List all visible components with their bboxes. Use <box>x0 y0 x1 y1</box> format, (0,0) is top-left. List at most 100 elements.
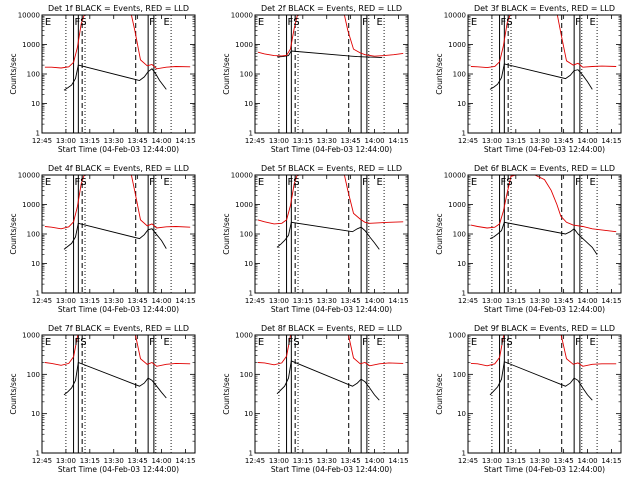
panel-det-8: Det 8f BLACK = Events, RED = LLD 12:45 13:… <box>222 324 409 474</box>
phase-label: E <box>376 17 382 28</box>
x-tick-label: 13:00 <box>56 457 76 465</box>
events-series-line <box>489 63 593 90</box>
x-axis-label: Start Time (04-Feb-03 12:44:00) <box>484 305 605 314</box>
x-tick-label: 13:15 <box>506 297 526 305</box>
x-tick-label: 13:15 <box>506 137 526 145</box>
y-axis-label: Counts/sec <box>9 373 18 414</box>
y-axis-label: Counts/sec <box>9 213 18 254</box>
phase-label: F <box>362 337 368 348</box>
plot-frame <box>41 14 196 134</box>
x-tick-label: 12:45 <box>458 137 478 145</box>
phase-label: F <box>501 17 507 28</box>
phase-label: F <box>575 177 581 188</box>
x-tick-label: 12:45 <box>458 297 478 305</box>
y-tick-label: 10000 <box>18 172 40 180</box>
y-tick-label: 1000 <box>22 332 40 340</box>
phase-label: E <box>589 177 595 188</box>
phase-label: E <box>376 337 382 348</box>
plot-frame <box>41 174 196 294</box>
panel-title: Det 6f BLACK = Events, RED = LLD <box>474 164 615 173</box>
phase-label: E <box>258 337 264 348</box>
x-tick-label: 12:45 <box>245 297 265 305</box>
y-tick-label: 10000 <box>18 12 40 20</box>
x-axis-label: Start Time (04-Feb-03 12:44:00) <box>271 465 392 474</box>
x-tick-label: 13:00 <box>56 297 76 305</box>
phase-label: S <box>506 337 512 348</box>
y-tick-label: 10 <box>244 410 253 418</box>
x-tick-label: 13:15 <box>293 457 313 465</box>
panel-det-6: Det 6f BLACK = Events, RED = LLD 12:45 13:… <box>435 164 622 314</box>
phase-label: E <box>589 17 595 28</box>
x-tick-label: 13:30 <box>104 457 124 465</box>
x-tick-label: 13:45 <box>128 457 148 465</box>
plot-frame <box>467 334 622 454</box>
x-axis-label: Start Time (04-Feb-03 12:44:00) <box>58 465 179 474</box>
lld-series-line <box>257 175 404 225</box>
x-tick-label: 13:00 <box>269 297 289 305</box>
x-tick-label: 13:30 <box>530 137 550 145</box>
phase-label: S <box>506 177 512 188</box>
panel-det-3: Det 3f BLACK = Events, RED = LLD 12:45 13:… <box>435 4 622 154</box>
y-tick-label: 1 <box>249 450 253 458</box>
y-tick-label: 1 <box>462 290 466 298</box>
lld-series-line <box>44 335 191 367</box>
phase-label: F <box>501 177 507 188</box>
x-axis-label: Start Time (04-Feb-03 12:44:00) <box>484 145 605 154</box>
phase-label: F <box>288 17 294 28</box>
phase-label: E <box>163 177 169 188</box>
phase-label: S <box>506 17 512 28</box>
phase-label: F <box>149 337 155 348</box>
x-tick-label: 13:30 <box>530 457 550 465</box>
x-axis-label: Start Time (04-Feb-03 12:44:00) <box>484 465 605 474</box>
x-tick-label: 14:15 <box>601 137 621 145</box>
y-axis-label: Counts/sec <box>222 213 231 254</box>
x-tick-label: 13:45 <box>128 297 148 305</box>
x-tick-label: 14:00 <box>577 457 597 465</box>
x-tick-label: 13:15 <box>80 457 100 465</box>
x-axis-label: Start Time (04-Feb-03 12:44:00) <box>58 305 179 314</box>
y-tick-label: 10 <box>31 260 40 268</box>
x-tick-label: 13:15 <box>80 297 100 305</box>
x-axis-label: Start Time (04-Feb-03 12:44:00) <box>58 145 179 154</box>
x-tick-label: 14:00 <box>577 297 597 305</box>
lld-series-line <box>257 335 404 367</box>
y-tick-label: 10 <box>457 100 466 108</box>
phase-label: F <box>75 337 81 348</box>
lld-series-line <box>44 175 191 230</box>
x-tick-label: 14:00 <box>151 137 171 145</box>
y-axis-label: Counts/sec <box>222 53 231 94</box>
phase-label: F <box>575 17 581 28</box>
x-tick-label: 13:30 <box>104 137 124 145</box>
phase-label: E <box>471 177 477 188</box>
y-tick-label: 1000 <box>448 201 466 209</box>
plot-frame <box>467 174 622 294</box>
lld-series-line <box>257 15 404 57</box>
x-tick-label: 14:15 <box>388 457 408 465</box>
x-tick-label: 13:00 <box>56 137 76 145</box>
panel-title: Det 7f BLACK = Events, RED = LLD <box>48 324 189 333</box>
plot-frame <box>254 174 409 294</box>
phase-label: E <box>258 17 264 28</box>
x-tick-label: 12:45 <box>245 137 265 145</box>
events-series-line <box>489 221 598 255</box>
y-tick-label: 1000 <box>448 41 466 49</box>
phase-label: E <box>45 337 51 348</box>
x-tick-label: 13:45 <box>341 137 361 145</box>
panel-det-1: Det 1f BLACK = Events, RED = LLD 12:45 13:… <box>9 4 196 154</box>
y-axis-label: Counts/sec <box>9 53 18 94</box>
y-tick-label: 100 <box>240 371 253 379</box>
phase-label: E <box>45 17 51 28</box>
phase-label: F <box>362 17 368 28</box>
y-tick-label: 100 <box>240 231 253 239</box>
x-tick-label: 13:30 <box>317 297 337 305</box>
phase-label: E <box>471 17 477 28</box>
y-tick-label: 1 <box>36 130 40 138</box>
phase-label: E <box>376 177 382 188</box>
phase-label: F <box>362 177 368 188</box>
x-tick-label: 14:00 <box>364 137 384 145</box>
panel-title: Det 1f BLACK = Events, RED = LLD <box>48 4 189 13</box>
events-series-line <box>63 222 167 250</box>
phase-label: S <box>80 177 86 188</box>
x-axis-label: Start Time (04-Feb-03 12:44:00) <box>271 145 392 154</box>
